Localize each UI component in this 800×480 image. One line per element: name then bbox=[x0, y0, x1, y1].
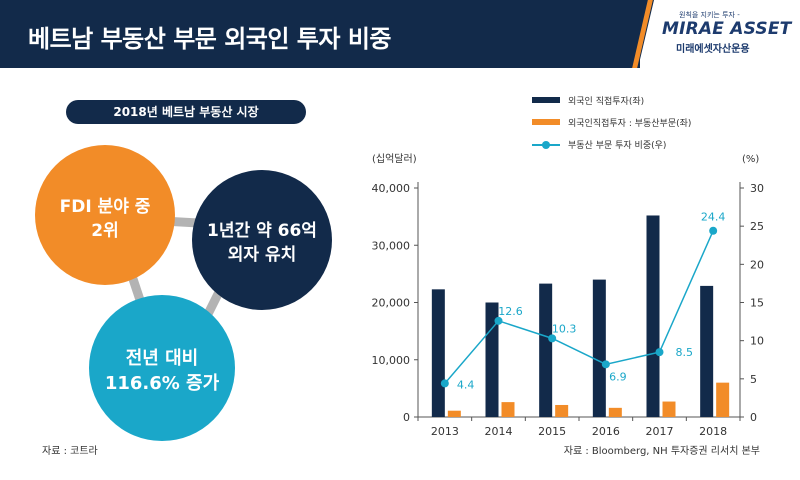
y-left-tick-label: 10,000 bbox=[372, 354, 411, 367]
x-tick-label: 2013 bbox=[431, 425, 459, 438]
bubble-growth-line2: 116.6% 증가 bbox=[105, 373, 220, 394]
x-tick-label: 2014 bbox=[485, 425, 513, 438]
legend-label-share: 부동산 부문 투자 비중(우) bbox=[568, 141, 667, 151]
logo-area bbox=[640, 0, 800, 68]
point-share-2015 bbox=[548, 334, 557, 343]
bar-fdi-2018 bbox=[700, 285, 714, 417]
bar-realestate-2016 bbox=[608, 407, 622, 417]
page-title: 베트남 부동산 부문 외국인 투자 비중 bbox=[28, 25, 391, 53]
y-axis-left-title: (십억달러) bbox=[372, 153, 417, 165]
data-label-share-2014: 12.6 bbox=[498, 305, 523, 318]
point-share-2018 bbox=[709, 226, 718, 235]
data-label-share-2013: 4.4 bbox=[457, 378, 475, 391]
y-left-tick-label: 40,000 bbox=[372, 182, 411, 195]
x-tick-label: 2015 bbox=[538, 425, 566, 438]
bar-realestate-2015 bbox=[555, 404, 569, 417]
bubble-inflow-line1: 1년간 약 66억 bbox=[207, 220, 317, 241]
logo-tagline: 원칙을 지키는 투자 - bbox=[679, 11, 740, 19]
bubble-fdi-line2: 2위 bbox=[91, 221, 118, 241]
legend-label-realestate: 외국인직접투자 : 부동산부문(좌) bbox=[568, 119, 692, 129]
y-right-tick-label: 25 bbox=[750, 220, 764, 233]
bubble-fdi-rank bbox=[35, 145, 175, 285]
market-pill-title: 2018년 베트남 부동산 시장 bbox=[66, 100, 306, 124]
legend-label-fdi: 외국인 직접투자(좌) bbox=[568, 97, 645, 107]
bar-fdi-2015 bbox=[539, 283, 553, 417]
legend-swatch-share bbox=[532, 141, 560, 149]
y-left-tick-label: 30,000 bbox=[372, 239, 411, 252]
bar-realestate-2017 bbox=[662, 401, 676, 417]
data-label-share-2015: 10.3 bbox=[552, 322, 577, 335]
bubble-yoy-growth bbox=[89, 295, 235, 441]
bubble-fdi-line1: FDI 분야 중 bbox=[60, 197, 151, 217]
data-label-share-2017: 8.5 bbox=[676, 346, 694, 359]
bar-fdi-2013 bbox=[431, 289, 445, 417]
point-share-2016 bbox=[601, 360, 610, 369]
y-right-tick-label: 5 bbox=[750, 373, 757, 386]
legend-swatch-realestate bbox=[532, 119, 560, 125]
bar-realestate-2018 bbox=[716, 382, 730, 417]
x-tick-label: 2016 bbox=[592, 425, 620, 438]
bar-fdi-2017 bbox=[646, 215, 660, 417]
y-right-tick-label: 0 bbox=[750, 411, 757, 424]
y-right-tick-label: 15 bbox=[750, 297, 764, 310]
investment-chart: (십억달러) (%) 0 10,000 20,000 30,000 40,000 0 5 10 15… bbox=[372, 153, 765, 438]
logo-wordmark: MIRAE ASSET bbox=[662, 19, 792, 39]
y-left-tick-label: 0 bbox=[403, 411, 410, 424]
bubble-inflow-line2: 외자 유치 bbox=[228, 245, 296, 265]
y-right-tick-label: 30 bbox=[750, 182, 764, 195]
legend-swatch-fdi bbox=[532, 97, 560, 103]
y-right-tick-label: 10 bbox=[750, 335, 764, 348]
bar-realestate-2014 bbox=[501, 402, 515, 417]
point-share-2013 bbox=[440, 379, 449, 388]
data-label-share-2016: 6.9 bbox=[609, 370, 627, 383]
point-share-2014 bbox=[494, 316, 503, 325]
header-slant bbox=[638, 0, 654, 68]
x-tick-label: 2017 bbox=[646, 425, 674, 438]
source-right: 자료 : Bloomberg, NH 투자증권 리서치 본부 bbox=[563, 446, 760, 457]
bubble-capital-inflow bbox=[192, 170, 332, 310]
y-left-tick-label: 20,000 bbox=[372, 297, 411, 310]
bar-realestate-2013 bbox=[447, 410, 461, 417]
y-axis-right-title: (%) bbox=[742, 154, 759, 165]
y-right-tick-label: 20 bbox=[750, 258, 764, 271]
bubble-growth-line1: 전년 대비 bbox=[126, 348, 199, 369]
source-left: 자료 : 코트라 bbox=[42, 446, 98, 457]
bar-fdi-2016 bbox=[592, 279, 606, 417]
logo-subtitle: 미래에셋자산운용 bbox=[676, 44, 750, 55]
bubble-diagram: FDI 분야 중 2위 1년간 약 66억 외자 유치 전년 대비 116.6%… bbox=[35, 145, 332, 441]
x-tick-label: 2018 bbox=[699, 425, 727, 438]
data-label-share-2018: 24.4 bbox=[701, 211, 726, 224]
line-realestate-share bbox=[444, 230, 714, 384]
point-share-2017 bbox=[655, 348, 664, 357]
